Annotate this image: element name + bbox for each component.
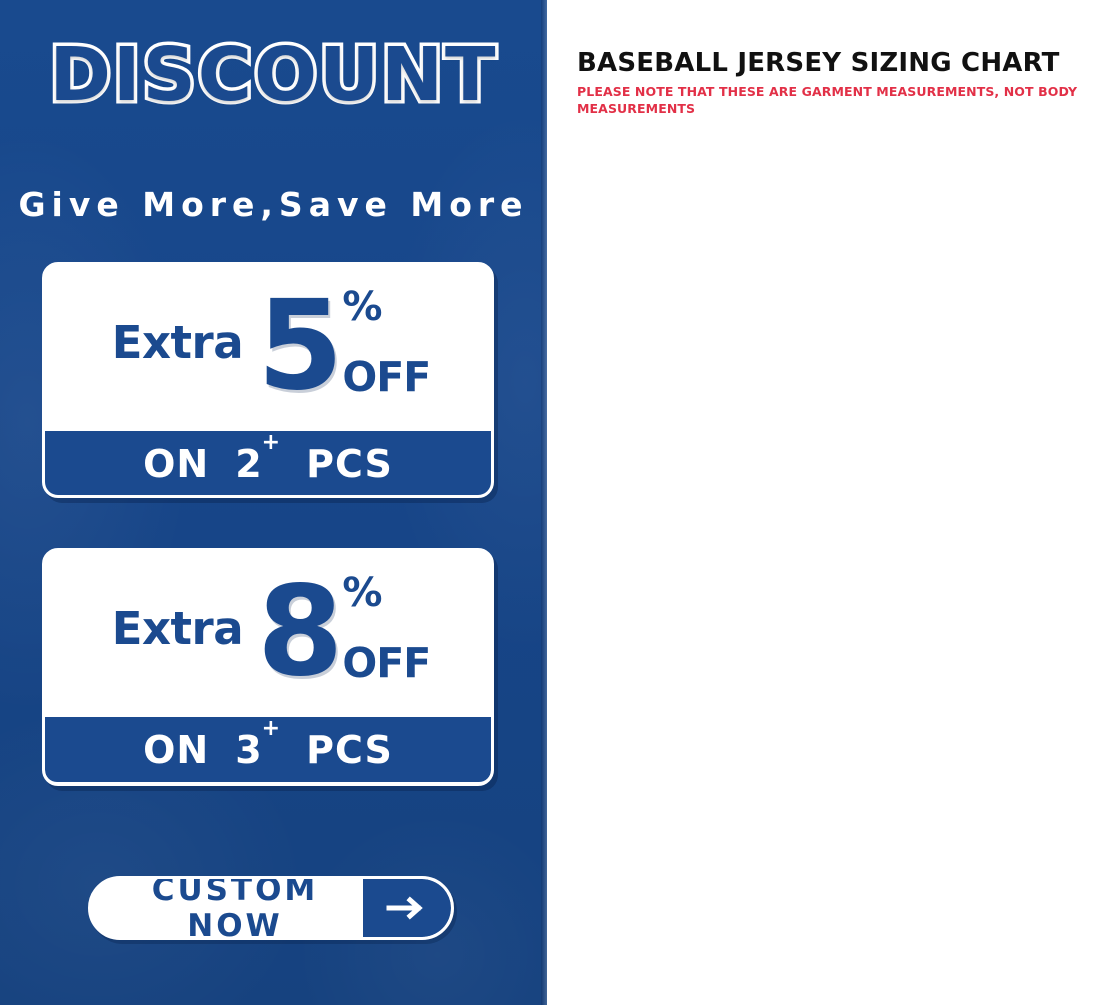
deal-card-8-percent[interactable]: Extra 8 % OFF ON 3+ PCS [42,548,494,786]
deal-percent-group: % OFF [339,265,431,428]
promo-tagline: Give More,Save More [18,185,529,224]
deal-quantity-value: 3 [235,727,262,772]
arrow-right-icon [363,879,451,937]
chart-title: BASEBALL JERSEY SIZING CHART [577,48,1060,78]
deal-off-label: OFF [342,353,431,401]
deal-percent-number: 8 [257,560,343,705]
chart-note-top: PLEASE NOTE THAT THESE ARE GARMENT MEASU… [577,84,1078,116]
deal-quantity-suffix: + [261,715,281,741]
deal-quantity-suffix: + [261,429,281,455]
deal-card-5-percent[interactable]: Extra 5 % OFF ON 2+ PCS [42,262,494,498]
percent-symbol: % [342,570,383,616]
deal-off-label: OFF [342,639,431,687]
deal-quantity-value: 2 [235,441,262,486]
deal-extra-label: Extra [111,316,244,369]
deal-card-body: Extra 5 % OFF [45,265,491,428]
deal-quantity: 2+ [235,430,280,486]
custom-now-button[interactable]: CUSTOM NOW [88,876,454,940]
deal-extra-label: Extra [111,602,244,655]
deal-percent-group: % OFF [339,551,431,714]
percent-symbol: % [342,284,383,330]
discount-headline: DISCOUNT [46,32,499,118]
deal-percent-number: 5 [257,274,343,419]
deal-on-label: ON [143,441,210,486]
sizing-chart-panel: BASEBALL JERSEY SIZING CHART PLEASE NOTE… [547,0,1116,1005]
deal-condition-bar: ON 2+ PCS [45,428,491,495]
custom-now-label: CUSTOM NOW [151,876,319,940]
promo-panel: DISCOUNT Give More,Save More Extra 5 % O… [0,0,547,1005]
deal-pcs-label: PCS [306,441,393,486]
deal-on-label: ON [143,727,210,772]
deal-pcs-label: PCS [306,727,393,772]
deal-card-body: Extra 8 % OFF [45,551,491,714]
deal-condition-bar: ON 3+ PCS [45,714,491,782]
deal-quantity: 3+ [235,716,280,772]
